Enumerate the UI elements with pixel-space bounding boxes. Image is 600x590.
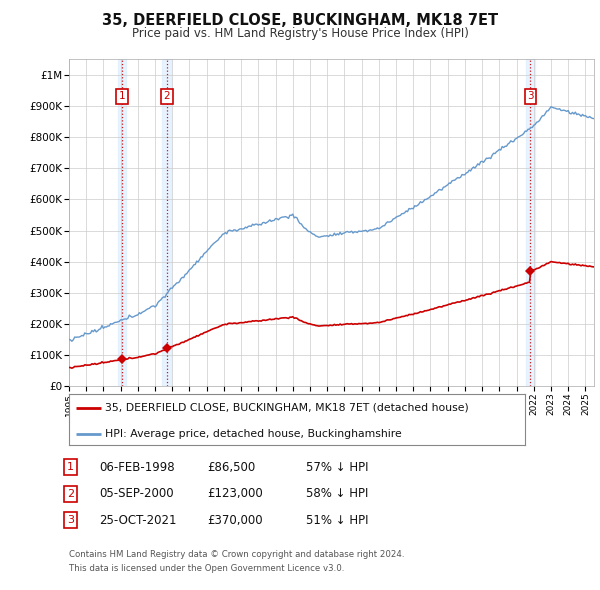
Text: HPI: Average price, detached house, Buckinghamshire: HPI: Average price, detached house, Buck… [106,429,402,439]
Text: 05-SEP-2000: 05-SEP-2000 [99,487,173,500]
Text: 51% ↓ HPI: 51% ↓ HPI [306,514,368,527]
Bar [162,59,171,386]
Text: £123,000: £123,000 [207,487,263,500]
Text: 35, DEERFIELD CLOSE, BUCKINGHAM, MK18 7ET (detached house): 35, DEERFIELD CLOSE, BUCKINGHAM, MK18 7E… [106,402,469,412]
Text: 2: 2 [67,489,74,499]
Text: This data is licensed under the Open Government Licence v3.0.: This data is licensed under the Open Gov… [69,564,344,573]
Text: 06-FEB-1998: 06-FEB-1998 [99,461,175,474]
Bar [118,59,127,386]
Text: 25-OCT-2021: 25-OCT-2021 [99,514,176,527]
Text: 35, DEERFIELD CLOSE, BUCKINGHAM, MK18 7ET: 35, DEERFIELD CLOSE, BUCKINGHAM, MK18 7E… [102,13,498,28]
Text: 57% ↓ HPI: 57% ↓ HPI [306,461,368,474]
Text: 3: 3 [67,516,74,525]
Text: 1: 1 [119,91,125,101]
Text: 3: 3 [527,91,534,101]
Bar [526,59,535,386]
Text: 2: 2 [163,91,170,101]
Text: £86,500: £86,500 [207,461,255,474]
Text: 1: 1 [67,463,74,472]
Text: Price paid vs. HM Land Registry's House Price Index (HPI): Price paid vs. HM Land Registry's House … [131,27,469,40]
Text: Contains HM Land Registry data © Crown copyright and database right 2024.: Contains HM Land Registry data © Crown c… [69,550,404,559]
Text: 58% ↓ HPI: 58% ↓ HPI [306,487,368,500]
Text: £370,000: £370,000 [207,514,263,527]
